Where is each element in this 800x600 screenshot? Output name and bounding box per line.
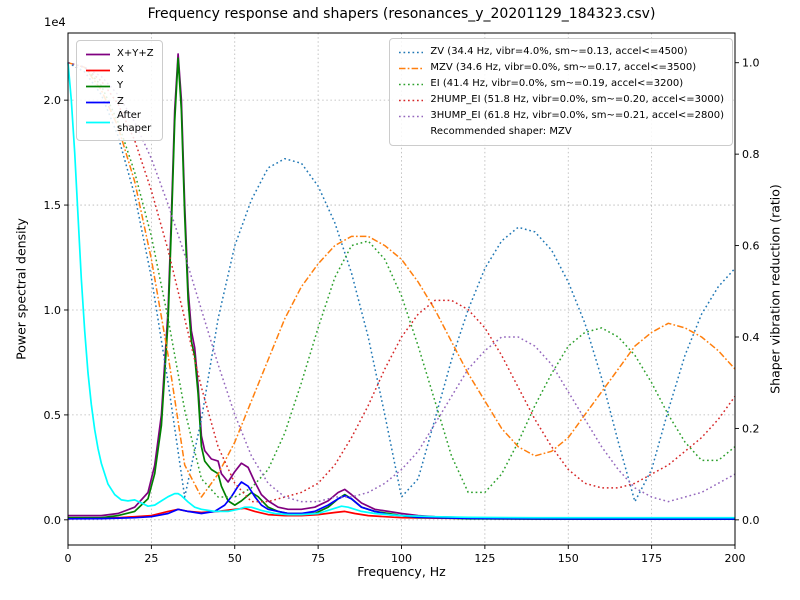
x-axis-label: Frequency, Hz xyxy=(357,564,446,579)
y-left-tick-label: 0.0 xyxy=(44,514,62,527)
2hump-ei-line-swatch xyxy=(399,99,424,101)
y-left-tick-label: 0.5 xyxy=(44,409,62,422)
x-tick-label: 25 xyxy=(144,552,158,565)
psd-curve-x xyxy=(67,507,735,520)
legend-label-zv: ZV (34.4 Hz, vibr=4.0%, sm~=0.13, accel<… xyxy=(430,45,688,57)
y-left-tick-label: 1.5 xyxy=(44,199,62,212)
y-right-tick-label: 0.8 xyxy=(742,148,760,161)
legend-item-zv: ZV (34.4 Hz, vibr=4.0%, sm~=0.13, accel<… xyxy=(398,44,724,60)
y-line-swatch xyxy=(86,85,110,87)
y-right-tick-label: 0.0 xyxy=(742,514,760,527)
x-line-swatch xyxy=(86,69,110,71)
y-right-tick-label: 1.0 xyxy=(742,57,760,70)
shaper-legend: ZV (34.4 Hz, vibr=4.0%, sm~=0.13, accel<… xyxy=(389,38,733,146)
legend-item-z: Z xyxy=(85,94,154,110)
zv-line-swatch xyxy=(399,51,424,53)
3hump-ei-line-swatch xyxy=(399,115,424,117)
legend-item-y: Y xyxy=(85,78,154,94)
y-right-axis-label: Shaper vibration reduction (ratio) xyxy=(767,184,783,394)
legend-label-3hump-ei: 3HUMP_EI (61.8 Hz, vibr=0.0%, sm~=0.21, … xyxy=(430,109,724,121)
x-tick-label: 200 xyxy=(725,552,746,565)
legend-label-mzv: MZV (34.6 Hz, vibr=0.0%, sm~=0.17, accel… xyxy=(430,61,697,73)
legend-label-xyz: X+Y+Z xyxy=(117,47,154,59)
x-tick-label: 75 xyxy=(311,552,325,565)
shaper-curve-ei xyxy=(67,61,736,498)
legend-label-y: Y xyxy=(117,79,124,91)
x-tick-label: 125 xyxy=(474,552,495,565)
psd-curve-y xyxy=(68,57,735,521)
y-right-tick-label: 0.6 xyxy=(742,240,760,253)
legend-item-xyz: X+Y+Z xyxy=(85,46,154,62)
shaper-curve-3hump_ei xyxy=(67,61,736,503)
recommended-shaper-note: Recommended shaper: MZV xyxy=(430,125,572,137)
ei-line-swatch xyxy=(399,83,424,85)
legend-label-z: Z xyxy=(117,95,124,107)
shaper-curve-mzv xyxy=(67,61,736,498)
legend-item-2hump-ei: 2HUMP_EI (51.8 Hz, vibr=0.0%, sm~=0.20, … xyxy=(398,92,724,108)
chart-title: Frequency response and shapers (resonanc… xyxy=(147,6,656,22)
psd-curve-z xyxy=(67,481,735,520)
legend-item-ei: EI (41.4 Hz, vibr=0.0%, sm~=0.19, accel<… xyxy=(398,76,724,92)
y-left-offset-text: 1e4 xyxy=(44,15,66,29)
x-tick-label: 150 xyxy=(558,552,579,565)
after-shaper-line-swatch xyxy=(86,121,110,124)
x-tick-label: 175 xyxy=(641,552,662,565)
y-right-tick-label: 0.2 xyxy=(742,422,760,435)
x-tick-label: 0 xyxy=(65,552,72,565)
legend-label-x: X xyxy=(117,63,124,75)
legend-item-recommended: Recommended shaper: MZV xyxy=(398,124,724,140)
psd-legend: X+Y+Z X Y Z After shaper xyxy=(76,40,163,141)
y-left-tick-label: 1.0 xyxy=(44,304,62,317)
legend-label-2hump-ei: 2HUMP_EI (51.8 Hz, vibr=0.0%, sm~=0.20, … xyxy=(430,93,724,105)
legend-item-mzv: MZV (34.6 Hz, vibr=0.0%, sm~=0.17, accel… xyxy=(398,60,724,76)
legend-label-after-shaper: After shaper xyxy=(117,110,152,134)
legend-label-ei: EI (41.4 Hz, vibr=0.0%, sm~=0.19, accel<… xyxy=(430,77,684,89)
x-tick-label: 100 xyxy=(391,552,412,565)
y-left-axis-label: Power spectral density xyxy=(13,218,29,360)
legend-item-after-shaper: After shaper xyxy=(85,110,154,135)
z-line-swatch xyxy=(86,101,110,103)
psd-curve-after-shaper xyxy=(67,62,735,519)
y-left-tick-label: 2.0 xyxy=(44,94,62,107)
x-tick-label: 50 xyxy=(228,552,242,565)
xyz-line-swatch xyxy=(86,53,110,55)
y-right-tick-label: 0.4 xyxy=(742,331,760,344)
shaper-curve-2hump_ei xyxy=(67,61,736,503)
mzv-line-swatch xyxy=(399,67,424,69)
legend-swatch-spacer xyxy=(398,129,424,136)
legend-item-x: X xyxy=(85,62,154,78)
legend-item-3hump-ei: 3HUMP_EI (61.8 Hz, vibr=0.0%, sm~=0.21, … xyxy=(398,108,724,124)
